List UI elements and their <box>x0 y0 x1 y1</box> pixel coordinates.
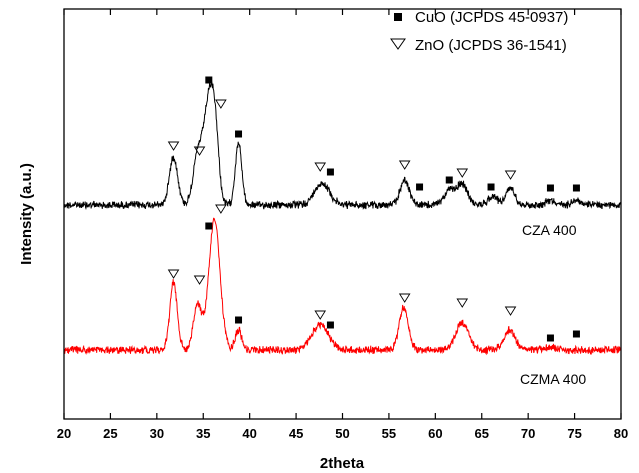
cuo-marker <box>235 130 243 138</box>
x-tick-label: 65 <box>475 426 489 441</box>
zno-marker <box>193 146 206 156</box>
zno-marker <box>398 293 411 303</box>
zno-marker <box>167 269 180 279</box>
series-line-czma-400 <box>63 217 622 356</box>
marker-layer <box>167 76 580 342</box>
zno-marker <box>456 298 469 308</box>
zno-marker <box>193 275 206 285</box>
legend-zno-label: ZnO (JCPDS 36-1541) <box>415 37 567 54</box>
cuo-marker <box>205 76 213 84</box>
cuo-marker <box>572 184 580 192</box>
zno-marker <box>215 99 227 109</box>
cuo-marker <box>416 183 424 191</box>
zno-marker <box>504 170 517 180</box>
zno-marker <box>504 306 517 316</box>
cuo-marker <box>235 316 243 324</box>
zno-marker <box>167 141 180 151</box>
cuo-marker <box>326 168 334 176</box>
zno-marker <box>215 204 227 214</box>
series-layer <box>63 81 622 356</box>
series-line-cza-400 <box>63 81 622 211</box>
x-tick-label: 55 <box>382 426 396 441</box>
legend-zno-marker <box>390 38 406 50</box>
cuo-marker <box>572 330 580 338</box>
cuo-marker <box>546 334 554 342</box>
tick-layer: 20 25 30 35 40 45 50 55 60 65 70 75 80 <box>57 9 628 441</box>
zno-marker <box>398 160 411 170</box>
x-tick-label: 40 <box>242 426 256 441</box>
legend-cuo-marker <box>394 13 402 21</box>
zno-marker <box>456 168 469 178</box>
x-tick-label: 20 <box>57 426 71 441</box>
series-label-czma: CZMA 400 <box>520 371 586 387</box>
cuo-marker <box>205 222 213 230</box>
y-axis-title: Intensity (a.u.) <box>18 163 35 265</box>
zno-marker <box>314 162 327 172</box>
legend: CuO (JCPDS 45-0937) ZnO (JCPDS 36-1541) <box>390 9 568 54</box>
x-axis-title: 2theta <box>320 455 365 472</box>
x-tick-label: 60 <box>428 426 442 441</box>
x-tick-label: 75 <box>567 426 581 441</box>
cuo-marker <box>445 176 453 184</box>
zno-marker <box>314 310 327 320</box>
cuo-marker <box>326 321 334 329</box>
x-tick-label: 50 <box>335 426 349 441</box>
x-tick-label: 35 <box>196 426 210 441</box>
x-tick-label: 80 <box>614 426 628 441</box>
plot-frame <box>63 8 622 420</box>
x-tick-label: 30 <box>150 426 164 441</box>
x-tick-label: 45 <box>289 426 303 441</box>
cuo-marker <box>487 183 495 191</box>
x-tick-label: 25 <box>103 426 117 441</box>
legend-cuo-label: CuO (JCPDS 45-0937) <box>415 9 568 26</box>
cuo-marker <box>546 184 554 192</box>
series-label-cza: CZA 400 <box>522 222 577 238</box>
x-tick-label: 70 <box>521 426 535 441</box>
